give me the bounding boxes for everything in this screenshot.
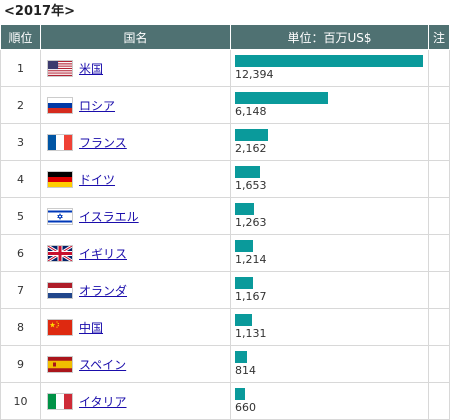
table-row: 10 イタリア 660 (0, 382, 450, 420)
table-header-row: 順位 国名 単位：百万US$ 注 (0, 24, 450, 50)
value-bar (235, 203, 254, 215)
value-cell: 12,394 (230, 49, 429, 87)
usa-flag-icon (47, 59, 73, 77)
country-link[interactable]: スペイン (79, 357, 127, 372)
country-link[interactable]: 米国 (79, 61, 104, 76)
note-cell (428, 271, 450, 309)
spain-flag-icon (47, 355, 73, 373)
uk-flag-icon (47, 244, 73, 262)
value-bar (235, 166, 260, 178)
table-row: 9 スペイン 814 (0, 345, 450, 383)
value-number: 660 (235, 401, 256, 414)
value-number: 1,263 (235, 216, 267, 229)
value-bar (235, 314, 252, 326)
note-cell (428, 234, 450, 272)
country-link[interactable]: 中国 (79, 320, 104, 335)
rank-cell: 8 (0, 308, 41, 346)
rank-cell: 10 (0, 382, 41, 420)
value-bar (235, 240, 253, 252)
country-header: 国名 (40, 24, 231, 50)
country-link[interactable]: イギリス (79, 246, 128, 261)
rank-cell: 6 (0, 234, 41, 272)
table-row: 3 フランス 2,162 (0, 123, 450, 161)
table-row: 7 オランダ 1,167 (0, 271, 450, 309)
year-label: <2017年> (4, 4, 75, 19)
value-cell: 1,167 (230, 271, 429, 309)
value-number: 1,167 (235, 290, 267, 303)
israel-flag-icon (47, 207, 73, 225)
france-flag-icon (47, 133, 73, 151)
note-cell (428, 160, 450, 198)
value-bar (235, 351, 247, 363)
country-link[interactable]: オランダ (79, 283, 128, 298)
value-number: 1,214 (235, 253, 267, 266)
value-bar (235, 129, 268, 141)
value-cell: 6,148 (230, 86, 429, 124)
value-number: 2,162 (235, 142, 267, 155)
country-cell: オランダ (40, 271, 231, 309)
table-row: 5 イスラエル 1,263 (0, 197, 450, 235)
country-link[interactable]: イタリア (79, 394, 127, 409)
table-row: 2 ロシア 6,148 (0, 86, 450, 124)
rank-cell: 9 (0, 345, 41, 383)
rank-cell: 5 (0, 197, 41, 235)
value-cell: 1,653 (230, 160, 429, 198)
note-cell (428, 382, 450, 420)
note-cell (428, 345, 450, 383)
note-header: 注 (428, 24, 450, 50)
value-cell: 1,131 (230, 308, 429, 346)
value-number: 814 (235, 364, 256, 377)
country-link[interactable]: ドイツ (79, 172, 116, 187)
value-cell: 814 (230, 345, 429, 383)
rank-cell: 2 (0, 86, 41, 124)
value-cell: 2,162 (230, 123, 429, 161)
table-row: 6 イギリス 1,214 (0, 234, 450, 272)
value-number: 1,653 (235, 179, 267, 192)
note-cell (428, 197, 450, 235)
value-bar (235, 92, 328, 104)
rank-cell: 3 (0, 123, 41, 161)
value-number: 12,394 (235, 68, 274, 81)
value-cell: 1,263 (230, 197, 429, 235)
value-header: 単位：百万US$ (230, 24, 429, 50)
note-cell (428, 49, 450, 87)
value-number: 1,131 (235, 327, 267, 340)
country-link[interactable]: フランス (79, 135, 127, 150)
table-row: 4 ドイツ 1,653 (0, 160, 450, 198)
country-link[interactable]: イスラエル (79, 209, 139, 224)
country-cell: ロシア (40, 86, 231, 124)
note-cell (428, 308, 450, 346)
value-bar (235, 55, 423, 67)
table-row: 1 米国 12,394 (0, 49, 450, 87)
rank-cell: 7 (0, 271, 41, 309)
ranking-table: 順位 国名 単位：百万US$ 注 1 米国 12,394 2 ロシア 6,148 (0, 24, 450, 420)
value-cell: 660 (230, 382, 429, 420)
country-cell: スペイン (40, 345, 231, 383)
rank-cell: 1 (0, 49, 41, 87)
netherlands-flag-icon (47, 281, 73, 299)
country-cell: イスラエル (40, 197, 231, 235)
country-cell: 中国 (40, 308, 231, 346)
russia-flag-icon (47, 96, 73, 114)
value-bar (235, 277, 253, 289)
value-bar (235, 388, 245, 400)
rank-header: 順位 (0, 24, 41, 50)
country-cell: フランス (40, 123, 231, 161)
country-cell: イタリア (40, 382, 231, 420)
country-cell: ドイツ (40, 160, 231, 198)
germany-flag-icon (47, 170, 73, 188)
country-cell: イギリス (40, 234, 231, 272)
table-row: 8 中国 1,131 (0, 308, 450, 346)
value-number: 6,148 (235, 105, 267, 118)
china-flag-icon (47, 318, 73, 336)
country-cell: 米国 (40, 49, 231, 87)
rank-cell: 4 (0, 160, 41, 198)
italy-flag-icon (47, 392, 73, 410)
note-cell (428, 86, 450, 124)
value-cell: 1,214 (230, 234, 429, 272)
country-link[interactable]: ロシア (79, 98, 116, 113)
note-cell (428, 123, 450, 161)
